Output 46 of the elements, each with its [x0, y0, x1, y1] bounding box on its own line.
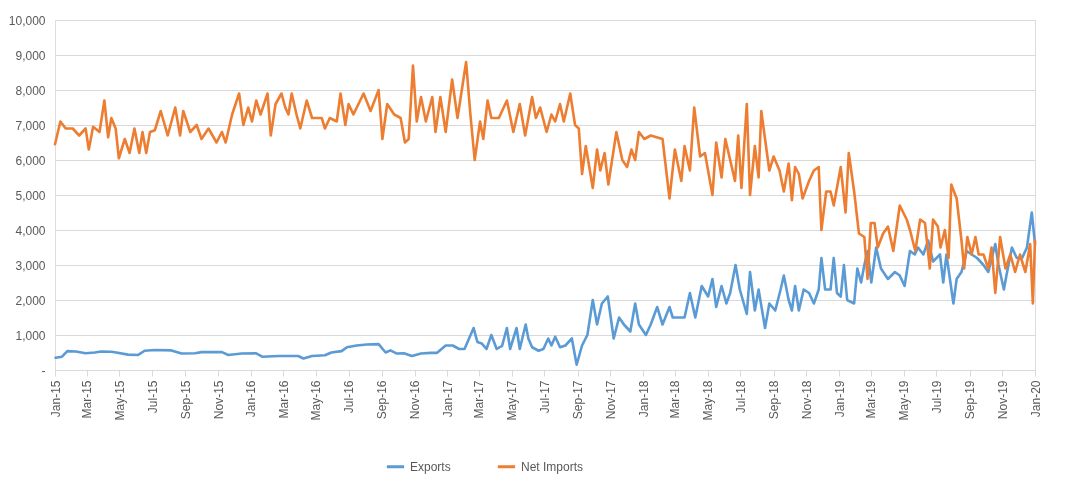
- x-tick-label: Nov-19: [995, 380, 1010, 420]
- x-tick-label: Jul-15: [145, 380, 160, 414]
- y-tick-label: 10,000: [8, 13, 46, 28]
- x-tick-label: Sep-16: [375, 380, 390, 420]
- x-tick-label: Jul-18: [733, 380, 748, 414]
- y-tick-label: 4,000: [15, 223, 46, 238]
- x-tick-label: Jan-16: [244, 380, 259, 418]
- x-tick-label: Jul-19: [929, 380, 944, 414]
- line-series: [53, 60, 1037, 305]
- y-tick-label: 7,000: [15, 118, 46, 133]
- y-tick-label: 6,000: [15, 153, 46, 168]
- y-tick-label: -: [41, 363, 46, 378]
- x-tick-label: Mar-18: [668, 380, 683, 419]
- x-tick-label: Mar-17: [472, 380, 487, 419]
- x-tick-label: Nov-18: [799, 380, 814, 420]
- legend-label: Exports: [410, 459, 451, 474]
- y-tick-label: 9,000: [15, 48, 46, 63]
- x-tick-label: Jul-17: [537, 380, 552, 414]
- y-tick-label: 3,000: [15, 258, 46, 273]
- y-tick-label: 2,000: [15, 293, 46, 308]
- x-tick-label: Nov-15: [211, 380, 226, 420]
- x-tick-label: Jan-15: [48, 380, 63, 418]
- x-tick-label: Sep-15: [178, 380, 193, 420]
- x-tick-label: May-15: [112, 380, 127, 421]
- x-tick-label: Sep-19: [963, 380, 978, 420]
- x-tick-label: May-16: [309, 380, 324, 421]
- x-tick-label: May-19: [897, 380, 912, 421]
- line-series: [54, 211, 1037, 367]
- x-tick-label: Mar-16: [276, 380, 291, 419]
- x-tick-label: Jan-18: [636, 380, 651, 418]
- x-tick-label: Nov-17: [603, 380, 618, 420]
- legend-label: Net Imports: [521, 459, 584, 474]
- y-tick-label: 1,000: [15, 328, 46, 343]
- x-tick-label: May-18: [701, 380, 716, 421]
- x-tick-label: May-17: [505, 380, 520, 421]
- x-tick-label: Sep-17: [571, 380, 586, 420]
- x-tick-label: Mar-15: [80, 380, 95, 419]
- y-tick-label: 5,000: [15, 188, 46, 203]
- x-tick-label: Jan-17: [440, 380, 455, 418]
- x-tick-label: Sep-18: [767, 380, 782, 420]
- x-tick-label: Nov-16: [408, 380, 423, 420]
- x-tick-label: Jul-16: [342, 380, 357, 414]
- x-tick-label: Mar-19: [864, 380, 879, 419]
- x-tick-label: Jan-20: [1028, 380, 1043, 418]
- y-tick-label: 8,000: [15, 83, 46, 98]
- x-tick-label: Jan-19: [832, 380, 847, 418]
